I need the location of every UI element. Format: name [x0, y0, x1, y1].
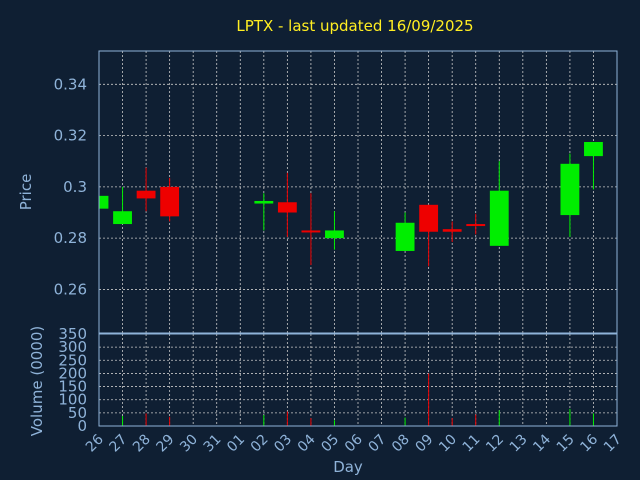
day-tick-label: 12	[483, 432, 507, 456]
volume-tick-label: 200	[58, 364, 87, 382]
volume-tick-label: 150	[58, 378, 87, 396]
day-tick-label: 10	[436, 432, 460, 456]
day-tick-label: 02	[248, 432, 272, 456]
day-tick-label: 05	[318, 432, 342, 456]
day-tick-label: 31	[201, 432, 225, 456]
day-tick-label: 28	[130, 432, 154, 456]
volume-panel-frame	[98, 333, 618, 427]
candle-body	[113, 211, 132, 225]
volume-tick-label: 50	[68, 404, 87, 422]
volume-axis-label: Volume (0000)	[28, 326, 46, 436]
volume-tick-label: 300	[58, 338, 87, 356]
day-tick-label: 29	[154, 432, 178, 456]
day-tick-label: 14	[530, 431, 554, 455]
candle-body	[442, 229, 462, 232]
day-tick-label: 17	[601, 432, 625, 456]
price-tick-label: 0.34	[54, 75, 87, 93]
candle-body	[254, 200, 274, 204]
candle-body	[466, 224, 486, 227]
candle-body	[584, 142, 603, 157]
price-tick-label: 0.28	[54, 229, 87, 247]
chart-title: LPTX - last updated 16/09/2025	[236, 17, 473, 35]
price-panel-frame	[98, 50, 618, 334]
volume-tick-label: 100	[58, 391, 87, 409]
day-tick-label: 26	[83, 431, 107, 455]
day-tick-label: 30	[177, 432, 201, 456]
day-axis-label: Day	[333, 458, 363, 476]
day-tick-label: 06	[342, 431, 366, 455]
candle-body	[419, 204, 439, 232]
candle-body	[160, 186, 180, 217]
volume-tick-label: 350	[58, 325, 87, 343]
candle-body	[395, 222, 415, 251]
candle-body	[99, 195, 109, 209]
volume-tick-label: 0	[77, 417, 87, 435]
plot-layer: 0.260.280.30.320.34050100150200250300350…	[54, 50, 625, 456]
day-tick-label: 27	[106, 432, 130, 456]
day-tick-label: 07	[365, 432, 389, 456]
day-tick-label: 13	[507, 432, 531, 456]
candle-body	[277, 202, 297, 213]
day-tick-label: 15	[554, 432, 578, 456]
day-tick-label: 16	[577, 431, 601, 455]
candle-body	[489, 190, 509, 246]
price-tick-label: 0.3	[63, 178, 87, 196]
candle-body	[325, 230, 344, 239]
day-tick-label: 03	[271, 432, 295, 456]
volume-tick-label: 250	[58, 351, 87, 369]
day-tick-label: 09	[413, 432, 437, 456]
day-tick-label: 01	[224, 432, 248, 456]
price-tick-label: 0.32	[54, 127, 87, 145]
price-axis-label: Price	[17, 174, 35, 211]
day-tick-label: 11	[460, 432, 484, 456]
price-tick-label: 0.26	[54, 280, 87, 298]
candle-body	[136, 190, 156, 199]
day-tick-label: 08	[389, 432, 413, 456]
day-tick-label: 04	[295, 431, 319, 455]
candle-body	[560, 163, 580, 216]
candle-body	[301, 230, 321, 233]
